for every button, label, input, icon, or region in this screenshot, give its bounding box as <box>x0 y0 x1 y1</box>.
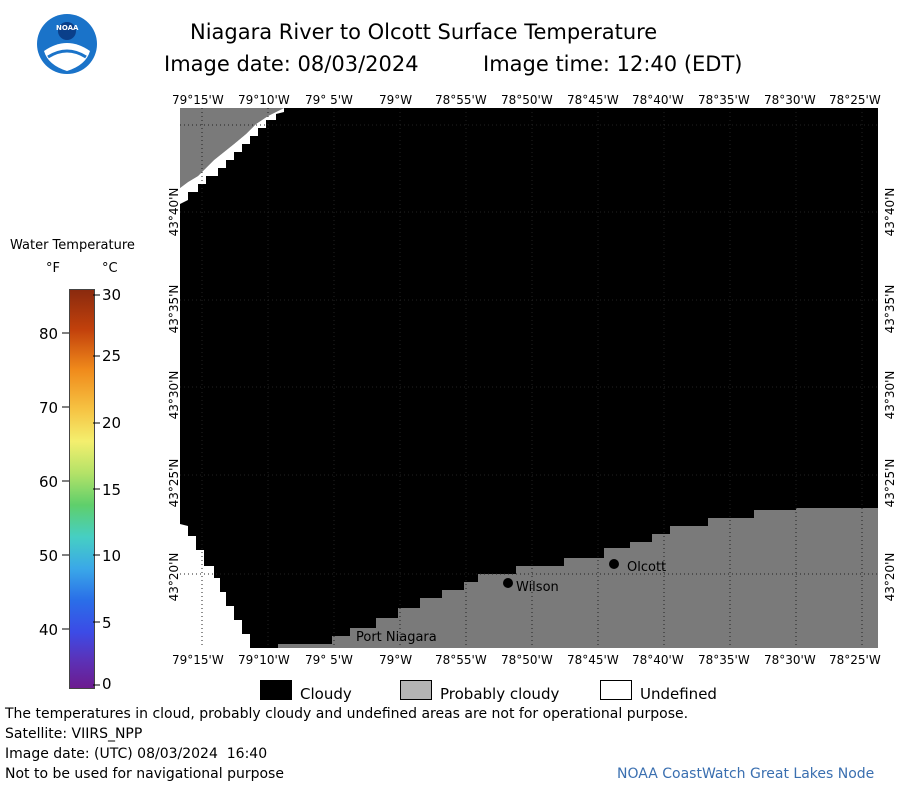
scale-f-tick: 50 <box>39 547 59 565</box>
top-lon-tick: 79°15'W <box>172 93 224 107</box>
right-lat-tick: 43°30'N <box>883 370 897 420</box>
satellite-text: Satellite: VIIRS_NPP <box>5 726 143 742</box>
noaa-logo: NOAA <box>36 13 98 75</box>
bottom-lon-tick: 78°25'W <box>829 653 881 667</box>
top-lon-tick: 78°45'W <box>567 93 619 107</box>
top-lon-tick: 79° 5'W <box>305 93 353 107</box>
top-lon-tick: 79°10'W <box>238 93 290 107</box>
place-label-port-niagara: Port Niagara <box>356 630 437 645</box>
wilson-marker <box>503 578 513 588</box>
olcott-marker <box>609 559 619 569</box>
top-lon-tick: 78°35'W <box>698 93 750 107</box>
top-lon-tick: 78°30'W <box>764 93 816 107</box>
land-south <box>278 508 878 648</box>
top-lon-tick: 78°40'W <box>632 93 684 107</box>
left-lat-tick: 43°30'N <box>167 370 181 420</box>
bottom-lon-tick: 79°15'W <box>172 653 224 667</box>
undefined-southwest <box>180 524 250 648</box>
bottom-lon-tick: 78°35'W <box>698 653 750 667</box>
right-lat-tick: 43°25'N <box>883 458 897 508</box>
scale-c-tick: 20 <box>102 414 122 432</box>
disclaimer-text: The temperatures in cloud, probably clou… <box>5 706 689 722</box>
left-lat-tick: 43°20'N <box>167 552 181 602</box>
water-temperature-title: Water Temperature <box>10 238 135 253</box>
left-lat-tick: 43°25'N <box>167 458 181 508</box>
noaa-logo-text: NOAA <box>56 24 79 32</box>
legend-label-probably-cloudy: Probably cloudy <box>440 685 560 703</box>
bottom-lon-tick: 78°45'W <box>567 653 619 667</box>
bottom-lon-tick: 79°10'W <box>238 653 290 667</box>
map-panel: Wilson Olcott Port Niagara <box>180 108 878 648</box>
place-label-olcott: Olcott <box>627 560 667 575</box>
page-title: Niagara River to Olcott Surface Temperat… <box>190 20 658 44</box>
top-lon-tick: 78°50'W <box>501 93 553 107</box>
scale-c-tick: 25 <box>102 347 122 365</box>
map-svg <box>180 108 878 648</box>
right-lat-tick: 43°40'N <box>883 187 897 237</box>
legend-swatch-undefined <box>600 680 632 700</box>
right-lat-tick: 43°20'N <box>883 552 897 602</box>
unit-celsius: °C <box>102 261 118 276</box>
color-bar-ticks <box>62 294 100 686</box>
scale-f-tick: 40 <box>39 621 59 639</box>
left-lat-tick: 43°35'N <box>167 284 181 334</box>
bottom-lon-tick: 78°55'W <box>435 653 487 667</box>
bottom-lon-tick: 78°30'W <box>764 653 816 667</box>
top-lon-tick: 78°25'W <box>829 93 881 107</box>
bottom-lon-tick: 78°40'W <box>632 653 684 667</box>
scale-c-tick: 5 <box>102 614 112 632</box>
place-label-wilson: Wilson <box>516 580 559 595</box>
scale-f-tick: 60 <box>39 473 59 491</box>
bottom-lon-tick: 79° 5'W <box>305 653 353 667</box>
unit-fahrenheit: °F <box>46 261 60 276</box>
legend-label-undefined: Undefined <box>640 685 717 703</box>
bottom-lon-tick: 78°50'W <box>501 653 553 667</box>
utc-date-text: Image date: (UTC) 08/03/2024 16:40 <box>5 746 268 762</box>
scale-c-tick: 15 <box>102 481 122 499</box>
top-lon-tick: 78°55'W <box>435 93 487 107</box>
image-date: Image date: 08/03/2024 <box>164 52 419 76</box>
scale-f-tick: 70 <box>39 399 59 417</box>
coastwatch-credit[interactable]: NOAA CoastWatch Great Lakes Node <box>617 766 875 782</box>
temperature-color-bar <box>69 289 95 689</box>
top-lon-tick: 79°W <box>379 93 413 107</box>
right-lat-tick: 43°35'N <box>883 284 897 334</box>
scale-c-tick: 10 <box>102 547 122 565</box>
legend-swatch-cloudy <box>260 680 292 700</box>
legend-swatch-probably-cloudy <box>400 680 432 700</box>
scale-f-tick: 80 <box>39 325 59 343</box>
legend-label-cloudy: Cloudy <box>300 685 352 703</box>
bottom-lon-tick: 79°W <box>379 653 413 667</box>
graticule <box>180 108 878 648</box>
navigation-warning: Not to be used for navigational purpose <box>5 766 284 782</box>
scale-c-tick: 0 <box>102 675 112 693</box>
undefined-northwest <box>180 108 284 204</box>
left-lat-tick: 43°40'N <box>167 187 181 237</box>
scale-c-tick: 30 <box>102 286 122 304</box>
image-time: Image time: 12:40 (EDT) <box>483 52 743 76</box>
